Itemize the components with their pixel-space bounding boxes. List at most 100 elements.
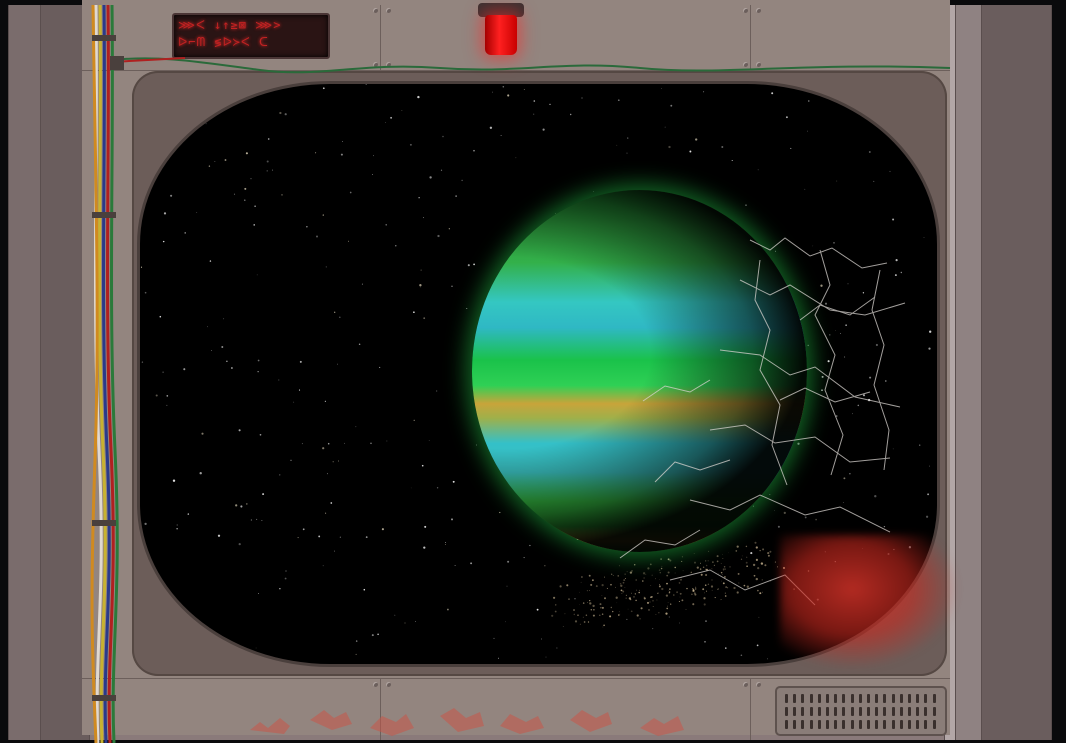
star <box>413 311 415 314</box>
star <box>900 271 902 274</box>
star <box>452 480 455 483</box>
vent-hole <box>932 694 936 703</box>
dust-particle <box>674 566 676 569</box>
star <box>908 87 911 90</box>
dust-particle <box>640 607 643 610</box>
dust-particle <box>670 603 672 605</box>
star <box>159 315 162 318</box>
star <box>836 180 838 182</box>
star <box>284 577 287 580</box>
dust-particle <box>619 613 621 615</box>
dust-particle <box>606 587 608 589</box>
dust-particle <box>601 595 603 597</box>
dust-particle <box>554 610 557 613</box>
vent-hole <box>908 720 911 729</box>
dust-particle <box>710 585 714 588</box>
dust-particle <box>681 556 683 558</box>
dust-particle <box>618 611 620 613</box>
dust-particle <box>691 593 693 596</box>
dust-particle <box>666 582 668 585</box>
dust-particle <box>720 599 721 601</box>
dust-particle <box>593 608 595 611</box>
star <box>929 330 932 333</box>
dust-particle <box>620 584 623 587</box>
dust-particle <box>746 556 748 558</box>
star <box>500 135 502 137</box>
star <box>884 380 887 382</box>
star <box>166 404 168 406</box>
star <box>843 477 846 480</box>
vent-hole <box>891 720 895 729</box>
star <box>423 546 426 549</box>
vent-grille-icon[interactable] <box>775 686 947 736</box>
dust-particle <box>652 605 654 607</box>
dust-particle <box>667 605 668 607</box>
star <box>473 263 475 266</box>
star <box>379 366 381 368</box>
rivet <box>743 8 748 13</box>
vent-hole <box>793 720 797 729</box>
vent-hole <box>858 707 862 716</box>
dust-particle <box>620 589 623 592</box>
dust-particle <box>555 604 557 606</box>
star <box>756 644 759 647</box>
star <box>935 91 937 93</box>
star <box>815 518 817 521</box>
dust-particle <box>588 589 590 591</box>
star <box>821 389 823 391</box>
star <box>927 493 930 496</box>
dust-particle <box>759 592 762 595</box>
star <box>196 212 198 214</box>
dust-particle <box>609 615 612 618</box>
star <box>725 647 727 649</box>
star <box>428 440 430 441</box>
star <box>318 535 321 538</box>
star <box>256 518 258 520</box>
dust-particle <box>577 614 579 616</box>
star <box>769 493 771 496</box>
alarm-light-icon[interactable] <box>485 15 517 55</box>
dust-particle <box>661 565 663 567</box>
dust-particle <box>714 597 716 599</box>
star <box>415 621 416 622</box>
dust-particle <box>759 550 761 552</box>
dust-particle <box>579 591 580 593</box>
dust-particle <box>630 610 633 613</box>
star <box>703 91 705 93</box>
star <box>395 245 397 247</box>
star <box>176 524 178 526</box>
dust-particle <box>629 571 633 574</box>
dust-particle <box>615 596 618 599</box>
star <box>844 356 846 358</box>
star <box>168 103 172 106</box>
dust-particle <box>665 594 669 597</box>
dust-particle <box>676 591 678 594</box>
star <box>875 343 878 347</box>
star <box>322 214 324 216</box>
star <box>446 608 449 611</box>
star <box>257 359 260 362</box>
vent-hole <box>785 720 788 729</box>
dust-particle <box>639 589 640 591</box>
dust-particle <box>713 564 716 566</box>
dust-particle <box>635 599 637 602</box>
rivet <box>743 62 748 67</box>
star <box>224 159 227 161</box>
star <box>523 557 525 559</box>
dust-particle <box>767 554 770 557</box>
star <box>187 513 190 515</box>
star <box>163 212 167 215</box>
dust-particle <box>636 614 639 617</box>
dust-particle <box>718 573 719 575</box>
star <box>627 137 629 139</box>
vent-hole <box>875 720 879 729</box>
star <box>881 102 884 105</box>
rivet <box>386 8 391 13</box>
dust-particle <box>692 589 695 592</box>
dust-particle <box>648 608 650 611</box>
star <box>502 86 505 88</box>
alien-sign-panel[interactable]: ⋙ᐸ ↓↑≥⊠ ⋙> ᐅ⌐ᗰ ≶ᐅ≻ᐸ ᑕ <box>172 13 330 59</box>
vent-hole <box>850 694 854 703</box>
dust-particle <box>587 601 589 603</box>
